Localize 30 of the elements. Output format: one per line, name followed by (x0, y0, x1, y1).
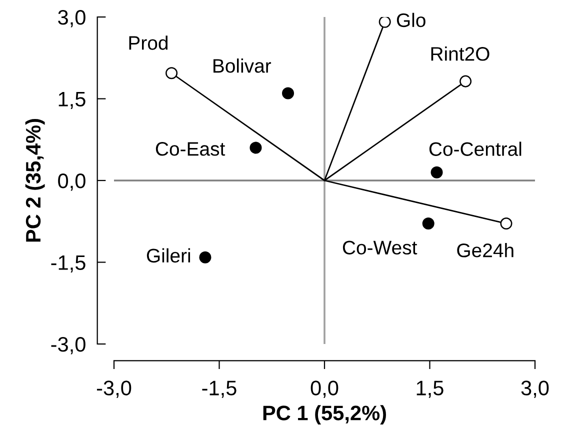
annotation: Co-West (342, 240, 418, 255)
y-tick-label: -3,0 (51, 337, 86, 354)
annotation: Ge24h (457, 243, 514, 258)
point (378, 17, 391, 28)
annotation: Gileri (146, 248, 190, 263)
point (500, 218, 512, 230)
point (199, 251, 212, 264)
y-tick-label: -1,5 (51, 255, 86, 272)
annotation: Co-East (156, 142, 226, 156)
point (250, 142, 262, 154)
point (430, 166, 443, 178)
annotation: Bolivar (214, 58, 272, 73)
annotation: Glo (396, 12, 426, 28)
x-tick-label: 3,0 (521, 380, 549, 398)
x-tick-label: -3,0 (96, 380, 132, 398)
y-tick-label: 1,5 (58, 92, 86, 109)
annotation: Prod (129, 36, 168, 50)
annotation: Co-Central (429, 142, 522, 156)
x-tick-label: 1,5 (416, 380, 444, 398)
x-tick-label: -1,5 (202, 380, 236, 398)
point (282, 87, 294, 100)
y-tick-label: 0,0 (58, 174, 86, 191)
point (460, 75, 472, 88)
y-axis-title: PC 2 (35,4%) (25, 119, 45, 242)
point (422, 218, 434, 230)
x-tick-label: 0,0 (310, 380, 338, 398)
x-axis-title: PC 1 (55,2%) (263, 405, 386, 425)
y-tick-label: 3,0 (58, 10, 86, 28)
annotation: Rint2O (431, 46, 490, 61)
point (166, 67, 178, 80)
